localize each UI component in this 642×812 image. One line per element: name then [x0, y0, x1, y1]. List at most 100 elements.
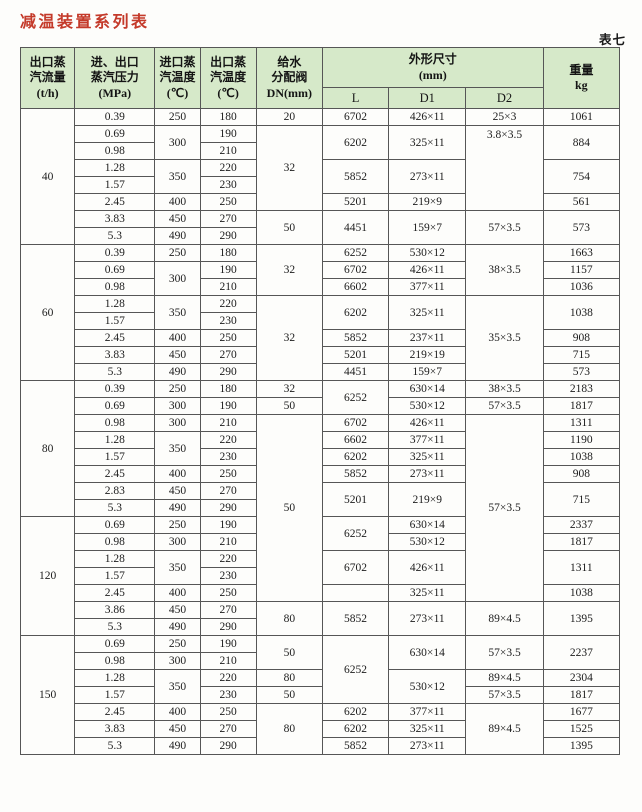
table-row: 2.45 400 250 80 6202 377×11 89×4.5 1677: [21, 703, 621, 756]
table-cell: 908: [542, 465, 621, 484]
table-cell: 6702: [321, 261, 390, 280]
table-cell: 350: [154, 159, 201, 195]
table-cell: 884: [542, 125, 621, 161]
table-row: 1.28 350 220 5852 273×11 754: [21, 159, 621, 195]
table-cell: 300: [154, 125, 201, 161]
table-cell: 400: [154, 584, 201, 603]
table-cell: 270: [199, 346, 257, 365]
table-cell: 220: [199, 431, 257, 450]
table-cell: 300: [154, 261, 201, 297]
table-cell: 190: [199, 125, 257, 144]
header-dim-l: L: [321, 86, 390, 110]
table-cell: 1038: [542, 448, 621, 467]
table-header: 出口蒸 汽流量 (t/h) 进、出口 蒸汽压力 (MPa) 进口蒸 汽温度 (℃…: [19, 46, 621, 110]
table-row: 2.83 450 270 5201 219×9 715: [21, 482, 621, 518]
table-row: 2.45 400 250 5852 273×11 908: [21, 465, 621, 484]
table-cell: 210: [199, 533, 257, 552]
table-cell: 190: [199, 397, 257, 416]
table-cell: 0.69: [74, 125, 156, 144]
table-cell: 25×3: [465, 108, 544, 127]
table-cell: 230: [199, 448, 257, 467]
table-cell: 180: [199, 244, 257, 263]
table-cell: 210: [199, 142, 257, 161]
table-cell: 450: [154, 346, 201, 365]
table-cell: 3.8×3.5: [465, 125, 544, 212]
table-row: 150 0.69 250 190 50 6252 630×14 57×3.5 2237: [19, 635, 621, 756]
table-cell: 0.98: [74, 278, 156, 297]
table-cell: 80: [255, 669, 323, 688]
table-cell: 0.98: [74, 142, 156, 161]
table-cell: 530×12: [388, 244, 467, 263]
table-cell: 230: [199, 176, 257, 195]
table-cell: 325×11: [388, 125, 467, 161]
table-cell: 5852: [321, 601, 390, 637]
table-cell: 250: [199, 584, 257, 603]
table-cell: 230: [199, 567, 257, 586]
header-outlet-steam-flow: 出口蒸 汽流量 (t/h): [19, 46, 76, 110]
table-row: 1.28 350 220 32 6202 325×11 35×3.5 1038: [21, 295, 621, 382]
table-row: 0.98 210 6602 377×11 1036: [21, 278, 621, 297]
table-cell: 300: [154, 414, 201, 433]
table-cell: 270: [199, 482, 257, 501]
table-cell: 450: [154, 601, 201, 620]
table-cell: 450: [154, 210, 201, 229]
table-row: 0.98 300 210: [21, 652, 620, 671]
table-cell: 5.3: [74, 363, 156, 382]
table-row: 0.69 300 190 6702 426×11 1157: [21, 261, 621, 297]
table-cell: 325×11: [388, 295, 467, 331]
table-cell: 290: [199, 499, 257, 518]
table-cell: 5201: [321, 346, 390, 365]
table-cell: 400: [154, 703, 201, 722]
table-cell: 180: [199, 108, 257, 127]
table-cell: 1061: [542, 108, 621, 127]
table-cell: 250: [154, 635, 201, 654]
table-cell: 250: [199, 465, 257, 484]
table-cell: 6702: [321, 108, 390, 127]
table-cell: 2.83: [74, 482, 156, 501]
table-cell: 250: [199, 329, 257, 348]
table-cell: 1.28: [74, 431, 156, 450]
table-cell: 1038: [542, 295, 621, 331]
table-cell: 6202: [321, 125, 390, 161]
table-cell: 530×12: [388, 397, 467, 416]
table-cell: 219×9: [388, 193, 467, 212]
table-number-label: 表七: [598, 33, 626, 47]
table-row: 3.83 450 270 5201 219×19 715: [21, 346, 621, 365]
table-cell: 300: [154, 397, 201, 416]
table-cell: 159×7: [388, 210, 467, 246]
table-cell: 6202: [321, 703, 390, 722]
table-cell: 220: [199, 669, 257, 688]
table-cell: 1817: [542, 686, 621, 705]
table-cell: 377×11: [388, 431, 467, 450]
table-row: 2.45 400 250 5852 237×11 908: [21, 329, 621, 348]
table-row: 5.3 490 290: [21, 499, 620, 518]
table-cell: 1.28: [74, 550, 156, 569]
header-dim-d2: D2: [465, 86, 544, 110]
table-cell: 57×3.5: [465, 210, 544, 246]
spec-table-body: 40 0.39 250 180 20 6702 426×11 25×3 1061 0.69 300 1…: [19, 108, 621, 756]
table-row: 3.83 450 270 50 4451 159×7 57×3.5 573: [21, 210, 621, 246]
table-cell: 530×12: [388, 533, 467, 552]
table-row: 0.98 210: [21, 142, 620, 161]
table-cell: 80: [255, 703, 323, 756]
table-cell: 6702: [321, 414, 390, 433]
table-cell: 270: [199, 601, 257, 620]
table-cell: 908: [542, 329, 621, 348]
table-cell: [321, 584, 390, 603]
table-row: 1.57 230: [21, 176, 620, 195]
table-row: 2.45 400 250 325×11 1038: [21, 584, 621, 603]
table-cell: 1.57: [74, 312, 156, 331]
table-cell: 1817: [542, 533, 621, 552]
table-cell: 250: [199, 193, 257, 212]
table-cell: 250: [154, 244, 201, 263]
table-cell: 273×11: [388, 737, 467, 756]
table-row: 1.57 230 50 57×3.5 1817: [21, 686, 621, 705]
table-cell: 573: [542, 210, 621, 246]
table-cell: 4451: [321, 210, 390, 246]
table-cell: 350: [154, 550, 201, 586]
table-cell: 273×11: [388, 601, 467, 637]
table-cell: 754: [542, 159, 621, 195]
table-cell: 1817: [542, 397, 621, 416]
table-cell: 290: [199, 737, 257, 756]
